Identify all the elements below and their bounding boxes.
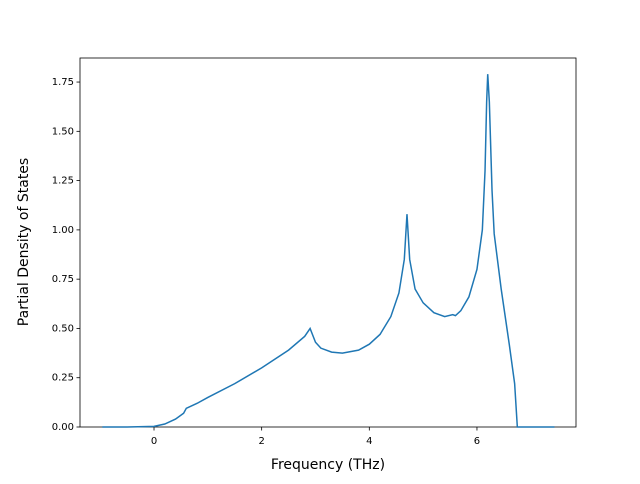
y-tick-label: 0.75 (52, 274, 74, 285)
y-tick-label: 1.00 (52, 225, 74, 236)
y-tick-label: 1.50 (52, 126, 74, 137)
y-tick-label: 1.75 (52, 77, 74, 88)
y-tick-label: 0.25 (52, 373, 74, 384)
x-tick-label: 4 (366, 436, 372, 447)
y-axis-label: Partial Density of States (16, 158, 32, 326)
x-tick-label: 6 (474, 436, 480, 447)
y-tick-label: 1.25 (52, 176, 74, 187)
y-tick-label: 0.00 (52, 422, 74, 433)
plot-frame (79, 57, 577, 428)
y-tick-label: 0.50 (52, 323, 74, 334)
data-line (102, 74, 555, 428)
x-tick-label: 0 (151, 436, 157, 447)
x-axis-label: Frequency (THz) (271, 457, 385, 473)
x-tick-label: 2 (258, 436, 264, 447)
